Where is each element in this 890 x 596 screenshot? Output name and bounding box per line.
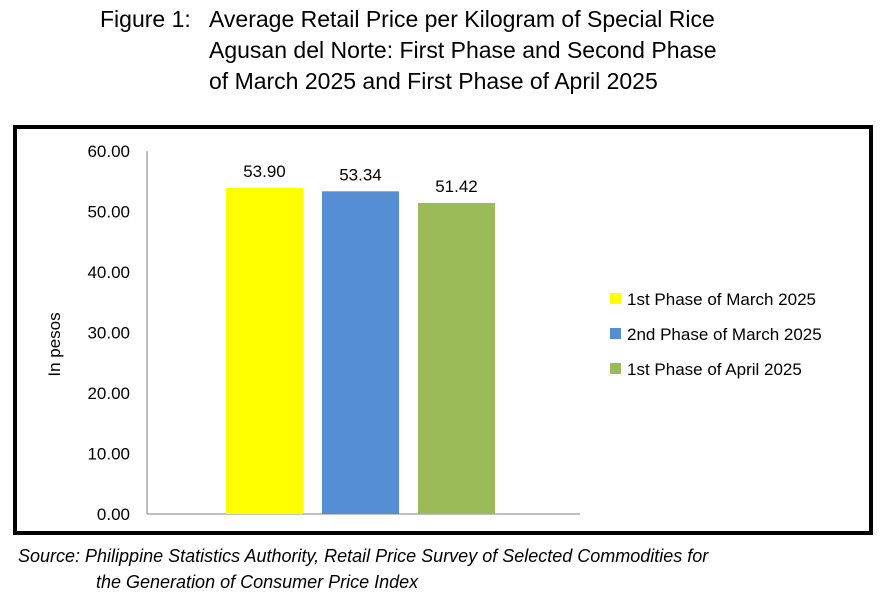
legend-swatch-3 bbox=[610, 363, 621, 374]
title-line-3: of March 2025 and First Phase of April 2… bbox=[209, 68, 658, 94]
y-tick-label: 50.00 bbox=[87, 203, 130, 222]
y-tick-label: 60.00 bbox=[87, 142, 130, 161]
legend-swatch-1 bbox=[610, 293, 621, 304]
source-line-1: Source: Philippine Statistics Authority,… bbox=[18, 546, 709, 566]
figure-number: Figure 1: bbox=[100, 6, 191, 32]
source-line-2: the Generation of Consumer Price Index bbox=[96, 572, 419, 592]
y-tick-label: 40.00 bbox=[87, 263, 130, 282]
y-axis-label: In pesos bbox=[45, 312, 64, 376]
legend-label-2: 2nd Phase of March 2025 bbox=[627, 325, 822, 344]
y-tick-label: 20.00 bbox=[87, 384, 130, 403]
legend-label-3: 1st Phase of April 2025 bbox=[627, 360, 802, 379]
y-tick-label: 10.00 bbox=[87, 445, 130, 464]
bars: 53.90 53.34 51.42 bbox=[226, 162, 495, 514]
title-row-3: of March 2025 and First Phase of April 2… bbox=[100, 66, 860, 97]
legend-label-1: 1st Phase of March 2025 bbox=[627, 290, 816, 309]
data-label-2: 53.34 bbox=[339, 165, 382, 184]
y-tick-label: 0.00 bbox=[97, 505, 130, 524]
bar-chart: 0.00 10.00 20.00 30.00 40.00 50.00 60.00 53.90… bbox=[45, 142, 822, 524]
bar-1 bbox=[226, 187, 303, 514]
source-note: Source: Philippine Statistics Authority,… bbox=[18, 543, 878, 595]
title-row-1: Figure 1: Average Retail Price per Kilog… bbox=[100, 4, 860, 35]
y-axis: 0.00 10.00 20.00 30.00 40.00 50.00 60.00 bbox=[87, 142, 580, 524]
legend-swatch-2 bbox=[610, 328, 621, 339]
y-tick-label: 30.00 bbox=[87, 324, 130, 343]
figure-title: Figure 1: Average Retail Price per Kilog… bbox=[100, 4, 860, 97]
legend: 1st Phase of March 2025 2nd Phase of Marc… bbox=[610, 290, 822, 379]
chart-frame: 0.00 10.00 20.00 30.00 40.00 50.00 60.00 53.90… bbox=[13, 125, 873, 535]
bar-2 bbox=[322, 191, 399, 514]
bar-3 bbox=[418, 202, 495, 514]
title-line-1: Average Retail Price per Kilogram of Spe… bbox=[209, 6, 715, 32]
title-line-2: Agusan del Norte: First Phase and Second… bbox=[209, 37, 717, 63]
title-row-2: Agusan del Norte: First Phase and Second… bbox=[100, 35, 860, 66]
data-label-1: 53.90 bbox=[243, 162, 286, 181]
data-label-3: 51.42 bbox=[435, 177, 478, 196]
